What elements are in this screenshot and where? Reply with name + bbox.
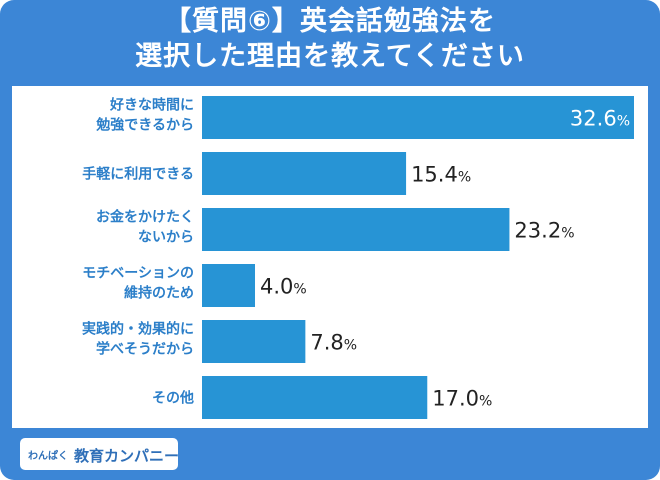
value-label-2: 23.2% [514,219,574,243]
category-label-4-0: 実践的・効果的に [82,321,194,338]
bar-4 [202,320,306,363]
category-label-0-0: 好きな時間に [109,97,194,114]
category-label-0-1: 勉強できるから [95,117,194,134]
bar-2 [202,208,510,251]
value-label-4: 7.8% [310,331,357,355]
title-line-1: 【質問⑥】英会話勉強法を [164,6,496,37]
category-label-2-0: お金をかけたく [96,209,194,226]
category-label-5-0: その他 [152,390,194,407]
category-label-1-0: 手軽に利用できる [82,166,194,183]
title-line-2: 選択した理由を教えてください [135,41,525,72]
value-label-3: 4.0% [260,275,307,299]
bar-5 [202,376,428,419]
logo-main-text: 教育カンパニー [73,447,178,465]
category-label-3-1: 維持のため [124,285,194,302]
chart-panel: 好きな時間に勉強できるから 32.6% 手軽に利用できる 15.4% お金をかけたくない… [12,86,648,428]
bar-0 [202,96,634,139]
value-label-5: 17.0% [432,387,492,411]
value-label-1: 15.4% [411,163,471,187]
value-label-0: 32.6% [570,107,630,131]
bar-1 [202,152,407,195]
brand-logo: わんぱく 教育カンパニー [20,438,179,470]
logo-small-text: わんぱく [28,449,68,462]
bar-3 [202,264,256,307]
chart-title: 【質問⑥】英会話勉強法を 選択した理由を教えてください [0,4,660,74]
category-label-2-1: ないから [138,230,194,246]
category-label-3-0: モチベーションの [82,266,194,282]
category-label-4-1: 学べそうだから [96,341,194,358]
